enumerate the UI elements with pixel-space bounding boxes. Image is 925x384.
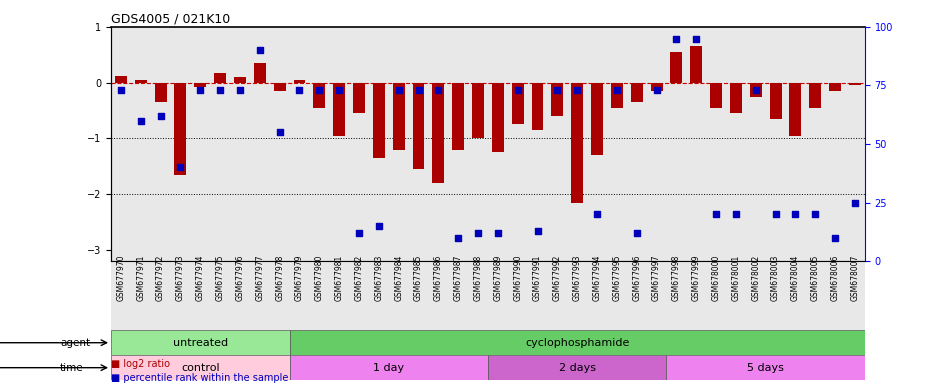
Text: untreated: untreated (173, 338, 228, 348)
Bar (650, 83, 662, 91)
Bar (274, 83, 286, 91)
Point (391, 87, 406, 93)
Text: cyclophosphamide: cyclophosphamide (525, 338, 629, 348)
Point (173, 164, 188, 170)
Bar (353, 83, 365, 113)
Bar (290, 330, 865, 355)
Point (133, 118, 148, 124)
Bar (532, 83, 544, 130)
Point (372, 223, 387, 229)
Bar (789, 83, 801, 136)
Text: GDS4005 / 021K10: GDS4005 / 021K10 (111, 13, 230, 26)
Text: time: time (60, 362, 84, 373)
Text: ■ percentile rank within the sample: ■ percentile rank within the sample (111, 373, 289, 383)
Bar (111, 330, 290, 355)
Bar (290, 355, 488, 380)
Text: ■ log2 ratio: ■ log2 ratio (111, 359, 170, 369)
Bar (488, 355, 667, 380)
Bar (690, 46, 702, 83)
Point (768, 211, 783, 217)
Bar (452, 83, 464, 150)
Bar (849, 83, 861, 86)
Bar (809, 83, 821, 108)
Bar (750, 83, 761, 97)
Point (114, 87, 129, 93)
Point (193, 87, 208, 93)
Point (828, 235, 843, 241)
Text: 2 days: 2 days (559, 362, 596, 373)
Bar (253, 63, 265, 83)
Point (213, 87, 228, 93)
Point (689, 36, 704, 42)
Point (709, 211, 723, 217)
Bar (293, 80, 305, 83)
Point (570, 87, 585, 93)
Point (232, 87, 247, 93)
Point (471, 230, 486, 236)
Bar (512, 83, 524, 124)
Point (292, 87, 307, 93)
Point (550, 87, 565, 93)
Point (511, 87, 525, 93)
Point (332, 87, 347, 93)
Point (669, 36, 684, 42)
Point (411, 87, 426, 93)
Bar (591, 83, 603, 155)
Bar (432, 83, 444, 183)
Point (272, 129, 287, 136)
Bar (115, 76, 127, 83)
Point (610, 87, 624, 93)
Point (788, 211, 803, 217)
Bar (215, 73, 226, 83)
Bar (234, 77, 246, 83)
Point (431, 87, 446, 93)
Point (352, 230, 366, 236)
Point (589, 211, 604, 217)
Text: 5 days: 5 days (747, 362, 784, 373)
Bar (314, 83, 326, 108)
Bar (710, 83, 722, 108)
Bar (667, 355, 865, 380)
Point (629, 230, 644, 236)
Bar (671, 52, 683, 83)
Bar (373, 83, 385, 158)
Point (748, 87, 763, 93)
Bar (492, 83, 504, 152)
Bar (730, 83, 742, 113)
Bar (572, 83, 583, 203)
Point (649, 87, 664, 93)
Point (808, 211, 822, 217)
Point (450, 235, 465, 241)
Point (530, 228, 545, 234)
Bar (393, 83, 404, 150)
Point (729, 211, 744, 217)
Text: control: control (181, 362, 219, 373)
Bar (175, 83, 186, 175)
Bar (154, 83, 166, 102)
Bar (610, 83, 623, 108)
Point (253, 47, 267, 53)
Point (490, 230, 505, 236)
Bar (472, 83, 484, 138)
Bar (413, 83, 425, 169)
Bar (631, 83, 643, 102)
Point (312, 87, 327, 93)
Bar (111, 355, 290, 380)
Bar (135, 80, 147, 83)
Text: agent: agent (60, 338, 91, 348)
Bar (829, 83, 841, 91)
Text: 1 day: 1 day (373, 362, 404, 373)
Point (847, 200, 862, 206)
Bar (770, 83, 782, 119)
Bar (333, 83, 345, 136)
Bar (551, 83, 563, 116)
Bar (194, 83, 206, 87)
Point (154, 113, 168, 119)
